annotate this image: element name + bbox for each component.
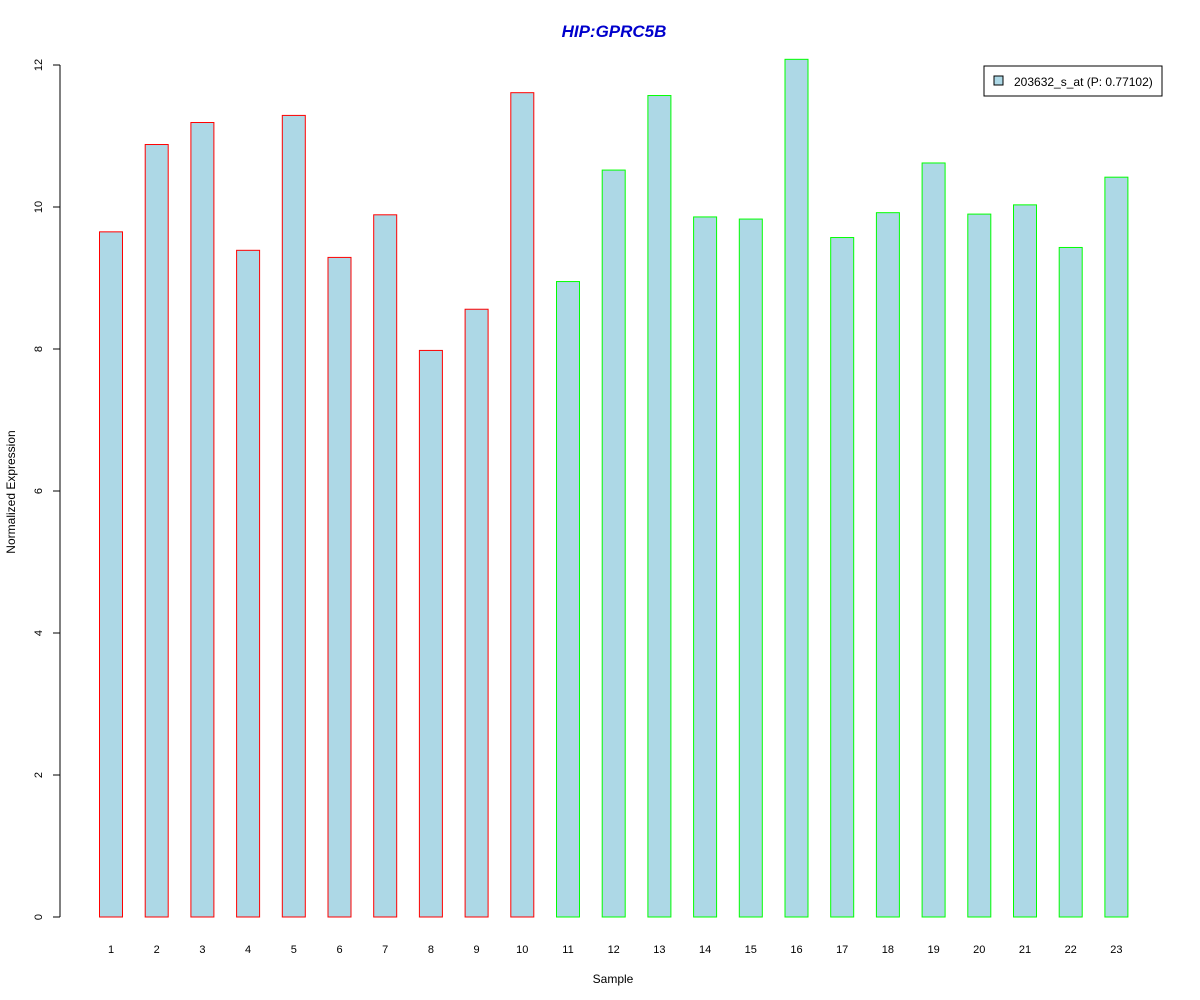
x-tick-label: 6	[336, 944, 342, 956]
x-tick-label: 10	[516, 944, 528, 956]
x-tick-label: 19	[927, 944, 939, 956]
x-tick-label: 3	[199, 944, 205, 956]
bar-sample-18	[875, 212, 900, 918]
bar-sample-1	[99, 231, 123, 918]
x-tick-label: 9	[474, 944, 480, 956]
x-tick-label: 11	[562, 944, 573, 956]
bar-sample-15	[738, 218, 763, 918]
legend-box	[983, 65, 1163, 97]
y-axis-label: Normalized Expression	[4, 430, 18, 553]
bar-sample-22	[1058, 246, 1083, 918]
bar-sample-16	[784, 58, 809, 918]
bar-sample-2	[144, 144, 169, 918]
y-tick-label: 8	[33, 346, 45, 352]
bars-group	[99, 58, 1129, 918]
x-tick-label: 12	[608, 944, 620, 956]
y-tick-label: 6	[33, 488, 45, 494]
x-tick-label: 22	[1065, 944, 1077, 956]
y-tick-label: 2	[33, 772, 45, 778]
x-tick-labels: 1 2 3 4 5 6 7 8 9 10 11 12 13 14 15 16 17 18 19 20 21 22 23	[108, 944, 1123, 956]
bar-sample-17	[830, 237, 855, 918]
bar-sample-14	[693, 216, 718, 918]
bar-sample-9	[464, 308, 489, 918]
y-tick-label: 10	[33, 201, 45, 213]
x-tick-label: 16	[790, 944, 802, 956]
x-tick-label: 20	[973, 944, 985, 956]
bar-sample-4	[236, 249, 261, 918]
legend-entry-label: 203632_s_at (P: 0.77102)	[1014, 75, 1153, 89]
bar-sample-21	[1013, 204, 1037, 918]
x-tick-label: 21	[1019, 944, 1031, 956]
bar-sample-6	[327, 256, 352, 918]
x-tick-label: 1	[108, 944, 114, 956]
bar-sample-23	[1104, 176, 1129, 918]
y-tick-label: 0	[33, 914, 45, 920]
bar-sample-13	[647, 95, 672, 918]
x-tick-label: 18	[882, 944, 894, 956]
x-tick-label: 13	[653, 944, 665, 956]
y-tick-label: 12	[33, 59, 45, 71]
x-tick-label: 15	[745, 944, 757, 956]
x-tick-label: 4	[245, 944, 251, 956]
bar-sample-12	[601, 169, 626, 918]
x-tick-label: 14	[699, 944, 711, 956]
x-tick-label: 17	[836, 944, 848, 956]
bar-sample-19	[921, 162, 946, 918]
legend-swatch	[993, 75, 1004, 86]
bar-sample-3	[190, 122, 215, 918]
legend: 203632_s_at (P: 0.77102)	[983, 65, 1163, 97]
bar-sample-11	[556, 281, 580, 918]
bar-sample-7	[373, 214, 398, 918]
x-tick-label: 5	[291, 944, 297, 956]
bar-sample-8	[418, 349, 443, 918]
bar-sample-20	[967, 213, 992, 918]
x-tick-label: 7	[382, 944, 388, 956]
y-axis: 0 2 4 6 8 10 12	[33, 59, 61, 920]
x-tick-label: 2	[154, 944, 160, 956]
x-axis-label: Sample	[593, 972, 634, 986]
y-tick-label: 4	[33, 630, 45, 636]
x-tick-label: 23	[1110, 944, 1122, 956]
bar-sample-5	[281, 114, 306, 918]
chart-title: HIP:GPRC5B	[562, 22, 667, 41]
x-tick-label: 8	[428, 944, 434, 956]
bar-sample-10	[510, 92, 535, 918]
